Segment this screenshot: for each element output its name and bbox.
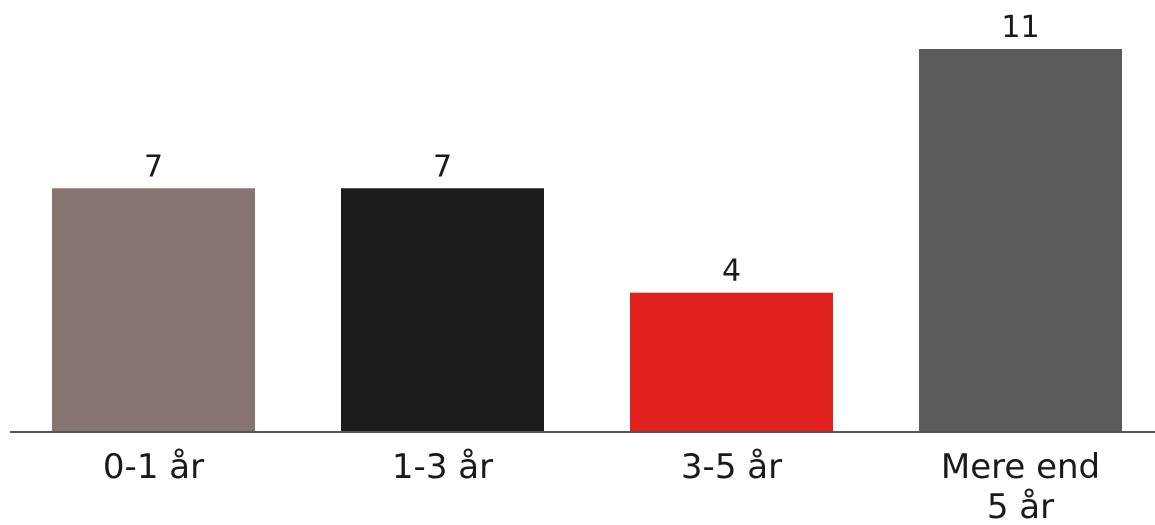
bar-2 bbox=[341, 188, 544, 432]
bar-value-label-4: 11 bbox=[1001, 10, 1039, 45]
category-labels-group: 0-1 år 1-3 år 3-5 år Mere end 5 år bbox=[103, 447, 1100, 525]
bar-value-label-3: 4 bbox=[722, 254, 741, 289]
category-label-line: 0-1 år bbox=[103, 447, 204, 487]
category-label-1: 0-1 år bbox=[103, 447, 204, 487]
bar-3 bbox=[630, 292, 833, 432]
bar-value-label-2: 7 bbox=[433, 149, 452, 184]
category-label-line: 3-5 år bbox=[681, 447, 782, 487]
bars-group bbox=[52, 49, 1122, 432]
category-label-2: 1-3 år bbox=[392, 447, 493, 487]
category-label-line: Mere end bbox=[941, 447, 1100, 487]
value-labels-group: 7 7 4 11 bbox=[144, 10, 1040, 289]
category-label-3: 3-5 år bbox=[681, 447, 782, 487]
bar-1 bbox=[52, 188, 255, 432]
category-label-line: 1-3 år bbox=[392, 447, 493, 487]
bar-value-label-1: 7 bbox=[144, 149, 163, 184]
category-label-line: 5 år bbox=[987, 487, 1054, 525]
bar-4 bbox=[919, 49, 1122, 432]
category-label-4: Mere end 5 år bbox=[941, 447, 1100, 525]
